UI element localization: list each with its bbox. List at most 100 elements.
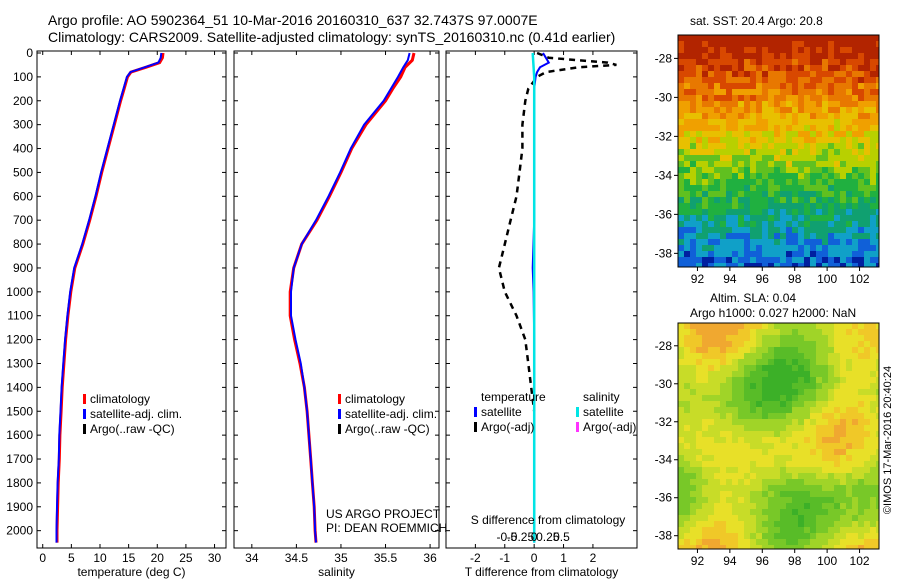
diff-legend-t-argo: Argo(-adj): [481, 420, 534, 434]
sla-map-xtick-label: 100: [817, 554, 837, 568]
depth-tick-label: 900: [13, 261, 33, 275]
diff-xlabel: T difference from climatology: [465, 565, 619, 579]
sst-map-ytick-label: -30: [655, 90, 673, 104]
sst-map-ytick-label: -32: [655, 129, 673, 143]
sst-map-xtick-label: 102: [850, 272, 870, 286]
depth-tick-label: 1700: [6, 452, 33, 466]
depth-tick-label: 0: [26, 46, 33, 60]
climatology-subtitle: Climatology: CARS2009. Satellite-adjuste…: [48, 29, 616, 45]
depth-tick-label: 1100: [7, 309, 33, 323]
depth-tick-label: 1500: [6, 404, 33, 418]
depth-tick-label: 1200: [6, 333, 33, 347]
sst-map-frame: [677, 34, 880, 268]
sal-satellite-line: [290, 52, 411, 543]
legend-item-temp: Argo(..raw -QC): [90, 422, 175, 436]
legend-item-sal-swatch: [338, 394, 341, 404]
diff-legend-s-argo-swatch: [576, 422, 579, 432]
sla-map-xtick-label: 98: [788, 554, 802, 568]
diff-stick-label: 0: [531, 530, 538, 544]
sst-map-xtick-label: 96: [756, 272, 770, 286]
temp-satellite-line: [55, 52, 163, 543]
sal-xtick-label: 35.5: [374, 551, 398, 565]
temp-climatology-line: [55, 52, 165, 543]
diff-stick-label: -0.5: [496, 530, 517, 544]
sla-map-title-2: Argo h1000: 0.027 h2000: NaN: [690, 306, 857, 320]
diff-sal-satellite-line: [531, 52, 536, 543]
temp-frame: [36, 50, 227, 549]
sal-xtick-label: 35: [334, 551, 348, 565]
diff-stick-label: 0.25: [536, 530, 560, 544]
diff-xtick-label: 2: [590, 551, 597, 565]
depth-tick-label: 300: [13, 118, 33, 132]
depth-tick-label: 200: [13, 94, 33, 108]
sst-map-ytick-label: -38: [655, 246, 673, 260]
sla-map-xtick-label: 92: [691, 554, 705, 568]
sal-xlabel: salinity: [318, 565, 355, 579]
diff-xtick-label: 0: [531, 551, 538, 565]
depth-tick-label: 100: [13, 70, 33, 84]
sst-map-ytick-label: -34: [655, 168, 673, 182]
depth-tick-label: 800: [13, 237, 33, 251]
diff-xtick-label: 1: [560, 551, 567, 565]
diff-stick-label: 0.5: [553, 530, 570, 544]
legend-item-sal-swatch: [338, 424, 341, 434]
sla-map-xtick-label: 102: [850, 554, 870, 568]
sla-map-field: [678, 323, 879, 549]
depth-tick-label: 1600: [6, 428, 33, 442]
sal-xtick-label: 36: [423, 551, 437, 565]
depth-tick-label: 1800: [6, 476, 33, 490]
legend-item-sal: climatology: [345, 392, 405, 406]
pi-annotation: PI: DEAN ROEMMICH: [326, 521, 447, 535]
profile-title: Argo profile: AO 5902364_51 10-Mar-2016 …: [48, 12, 538, 28]
temp-xlabel: temperature (deg C): [77, 565, 185, 579]
sla-map-ytick-label: -38: [655, 529, 673, 543]
depth-tick-label: 400: [13, 142, 33, 156]
legend-item-sal: Argo(..raw -QC): [345, 422, 430, 436]
diff-legend-temp-title: temperature: [481, 390, 546, 404]
temp-xtick-label: 15: [122, 551, 136, 565]
diff-xlabel2: S difference from climatology: [471, 513, 626, 527]
sla-map-xtick-label: 96: [756, 554, 770, 568]
legend-item-temp: climatology: [90, 392, 150, 406]
diff-frame: [445, 50, 638, 549]
project-annotation: US ARGO PROJECT: [326, 507, 441, 521]
depth-tick-label: 1400: [6, 380, 33, 394]
diff-temp-argo-line: [497, 51, 617, 412]
diff-legend-s-satellite-swatch: [576, 407, 579, 417]
sst-map-xtick-label: 98: [788, 272, 802, 286]
depth-tick-label: 1900: [6, 500, 33, 514]
sla-map-ytick-label: -28: [655, 339, 673, 353]
sst-map-xtick-label: 94: [723, 272, 737, 286]
sla-map-frame: [677, 322, 880, 550]
sst-map-xtick-label: 100: [817, 272, 837, 286]
sla-map-ytick-label: -32: [655, 415, 673, 429]
temp-xtick-label: 10: [93, 551, 107, 565]
depth-tick-label: 700: [13, 213, 33, 227]
legend-item-sal-swatch: [338, 409, 341, 419]
legend-item-temp: satellite-adj. clim.: [90, 407, 182, 421]
sla-map-xtick-label: 94: [723, 554, 737, 568]
sla-map-title-1: Altim. SLA: 0.04: [710, 291, 797, 305]
temp-xtick-label: 25: [179, 551, 193, 565]
sst-map-ytick-label: -28: [655, 51, 673, 65]
legend-item-temp-swatch: [83, 394, 86, 404]
temp-xtick-label: 30: [208, 551, 222, 565]
diff-legend-t-argo-swatch: [474, 422, 477, 432]
sal-climatology-line: [288, 52, 416, 543]
sst-map-ytick-label: -36: [655, 207, 673, 221]
legend-item-temp-swatch: [83, 409, 86, 419]
legend-item-temp-swatch: [83, 424, 86, 434]
temp-xtick-label: 0: [39, 551, 46, 565]
diff-legend-t-satellite: satellite: [481, 405, 522, 419]
diff-stick-label: -0.25: [507, 530, 535, 544]
diff-xtick-label: -1: [499, 551, 510, 565]
depth-tick-label: 600: [13, 189, 33, 203]
diff-legend-s-satellite: satellite: [583, 405, 624, 419]
sst-map-field: [678, 35, 879, 267]
sla-map-ytick-label: -36: [655, 491, 673, 505]
diff-legend-s-argo: Argo(-adj): [583, 420, 636, 434]
temp-xtick-label: 20: [151, 551, 165, 565]
legend-item-sal: satellite-adj. clim.: [345, 407, 437, 421]
depth-tick-label: 1000: [6, 285, 33, 299]
